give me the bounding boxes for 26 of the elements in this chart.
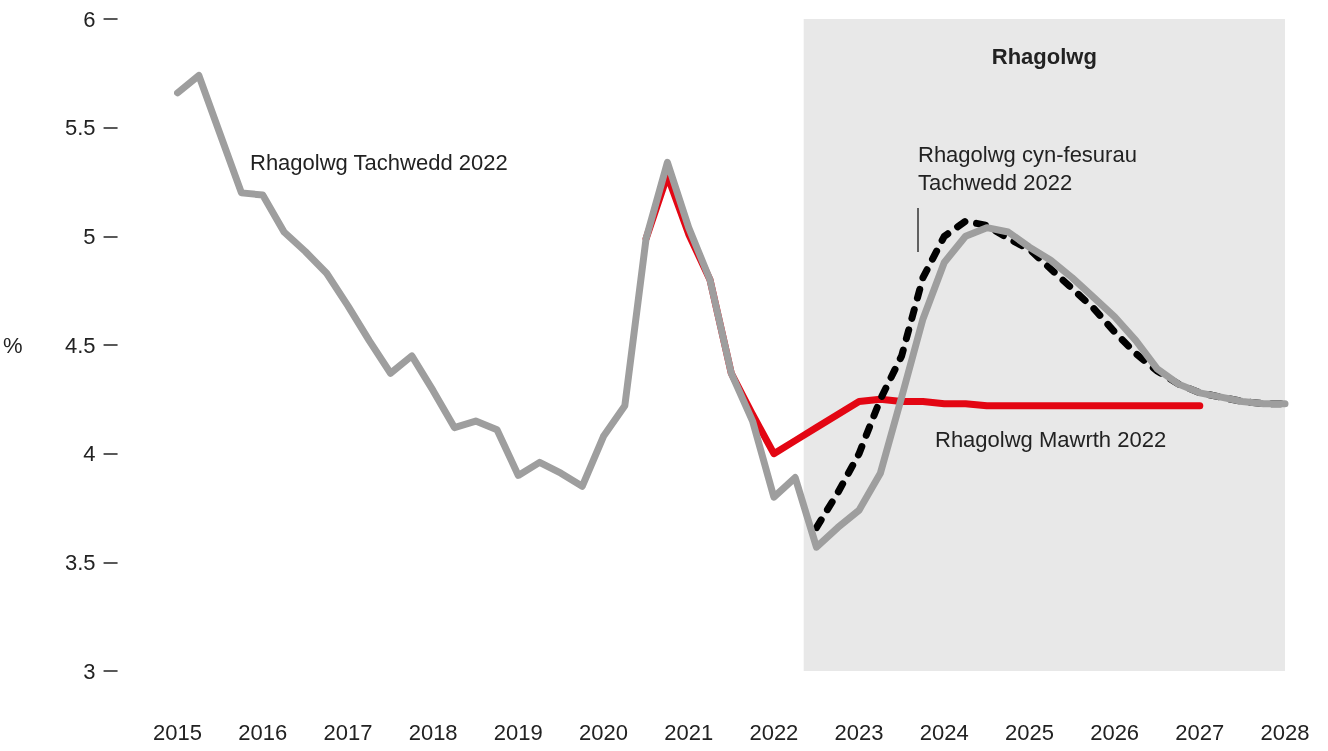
band-label: Rhagolwg <box>991 43 1097 69</box>
x-tick-label: 2019 <box>493 719 543 745</box>
x-tick-label: 2015 <box>153 719 203 745</box>
x-tick-label: 2022 <box>749 719 799 745</box>
y-tick-label: 4 <box>83 441 96 467</box>
y-tick-label: 5.5 <box>64 115 96 141</box>
y-tick-label: 5 <box>83 223 96 249</box>
x-tick-label: 2021 <box>664 719 714 745</box>
x-tick-label: 2017 <box>323 719 373 745</box>
text: Rhagolwg cyn-fesurau Tachwedd 2022 <box>918 141 1137 195</box>
y-tick-label: 6 <box>83 6 96 32</box>
series-label: Rhagolwg Tachwedd 2022 <box>250 149 508 175</box>
y-axis-title: % <box>3 332 23 358</box>
x-tick-label: 2028 <box>1260 719 1310 745</box>
y-tick-label: 4.5 <box>64 332 96 358</box>
x-tick-label: 2023 <box>834 719 884 745</box>
series-label: Rhagolwg Mawrth 2022 <box>935 426 1167 452</box>
x-tick-label: 2025 <box>1004 719 1054 745</box>
x-tick-label: 2024 <box>919 719 969 745</box>
x-tick-label: 2020 <box>579 719 628 745</box>
y-tick-label: 3.5 <box>64 549 96 575</box>
x-tick-label: 2016 <box>238 719 288 745</box>
x-tick-label: 2026 <box>1090 719 1140 745</box>
x-tick-label: 2018 <box>408 719 458 745</box>
x-tick-label: 2027 <box>1175 719 1225 745</box>
y-tick-label: 3 <box>83 658 96 684</box>
